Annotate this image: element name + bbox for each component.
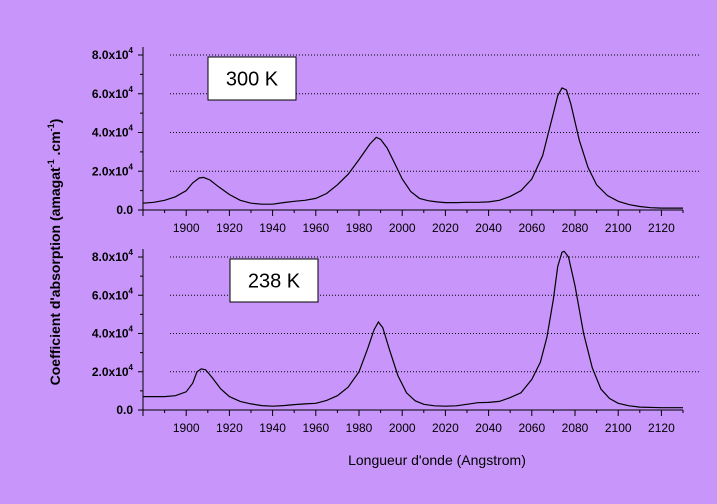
y-tick-exponent: 4 <box>129 46 134 55</box>
y-tick-exponent: 4 <box>129 162 134 171</box>
y-tick-label: 2.0x104 <box>92 363 134 379</box>
x-tick-label: 2020 <box>432 221 459 235</box>
y-axis-title-exp1: -1 <box>46 159 56 167</box>
x-tick-label: 1980 <box>346 221 373 235</box>
temperature-label-box <box>207 56 297 101</box>
y-tick-mantissa: 6.0x10 <box>92 87 129 101</box>
x-tick-label: 1940 <box>259 421 286 435</box>
y-tick-exponent: 4 <box>129 85 134 94</box>
x-tick-label: 2120 <box>648 221 675 235</box>
y-tick-mantissa: 2.0x10 <box>92 365 129 379</box>
x-tick-label: 1900 <box>173 221 200 235</box>
y-tick-label: 8.0x104 <box>92 46 134 62</box>
x-tick-label: 2040 <box>475 221 502 235</box>
y-tick-mantissa: 8.0x10 <box>92 250 129 264</box>
y-tick-exponent: 4 <box>129 363 134 372</box>
x-tick-label: 2020 <box>432 421 459 435</box>
x-tick-label: 2060 <box>518 221 545 235</box>
x-tick-label: 2040 <box>475 421 502 435</box>
y-tick-label: 0.0 <box>116 403 133 417</box>
y-tick-mantissa: 6.0x10 <box>92 288 129 302</box>
x-tick-label: 1920 <box>216 221 243 235</box>
y-axis-title-mid: .cm <box>47 131 63 159</box>
x-tick-label: 2100 <box>605 421 632 435</box>
y-tick-exponent: 4 <box>129 325 134 334</box>
y-tick-exponent: 4 <box>129 248 134 257</box>
y-tick-label: 2.0x104 <box>92 162 134 178</box>
spectrum-curve <box>143 250 683 409</box>
x-tick-label: 2000 <box>389 421 416 435</box>
y-tick-label: 4.0x104 <box>92 124 134 140</box>
y-tick-label: 0.0 <box>116 203 133 217</box>
x-tick-label: 2080 <box>562 421 589 435</box>
y-tick-label: 6.0x104 <box>92 286 134 302</box>
x-axis-title: Longueur d'onde (Angstrom) <box>348 452 526 468</box>
temperature-label: 300 K <box>226 69 279 91</box>
y-tick-mantissa: 0.0 <box>116 403 133 417</box>
x-tick-label: 1940 <box>259 221 286 235</box>
temperature-label-box <box>229 258 319 303</box>
y-tick-mantissa: 4.0x10 <box>92 126 129 140</box>
x-tick-label: 2080 <box>562 221 589 235</box>
y-tick-mantissa: 4.0x10 <box>92 327 129 341</box>
y-tick-label: 4.0x104 <box>92 325 134 341</box>
x-tick-label: 1960 <box>302 221 329 235</box>
temperature-label: 238 K <box>248 271 301 293</box>
y-axis-title-main: Coefficient d'absorption (amagat <box>47 167 63 385</box>
spectrum-curve <box>142 87 683 209</box>
x-tick-label: 1980 <box>346 421 373 435</box>
y-tick-mantissa: 0.0 <box>116 203 133 217</box>
x-tick-label: 1900 <box>173 421 200 435</box>
y-tick-mantissa: 2.0x10 <box>92 164 129 178</box>
y-tick-exponent: 4 <box>129 286 134 295</box>
y-tick-mantissa: 8.0x10 <box>92 48 129 62</box>
y-axis-title-exp2: -1 <box>46 123 56 131</box>
x-tick-label: 1920 <box>216 421 243 435</box>
y-tick-exponent: 4 <box>129 124 134 133</box>
x-tick-label: 2120 <box>648 421 675 435</box>
x-tick-label: 2060 <box>518 421 545 435</box>
y-tick-label: 8.0x104 <box>92 248 134 264</box>
y-axis-title-end: ) <box>47 119 63 124</box>
x-tick-label: 2100 <box>605 221 632 235</box>
x-tick-label: 1960 <box>302 421 329 435</box>
y-tick-label: 6.0x104 <box>92 85 134 101</box>
y-axis-title: Coefficient d'absorption (amagat-1 .cm-1… <box>46 119 63 386</box>
x-tick-label: 2000 <box>389 221 416 235</box>
